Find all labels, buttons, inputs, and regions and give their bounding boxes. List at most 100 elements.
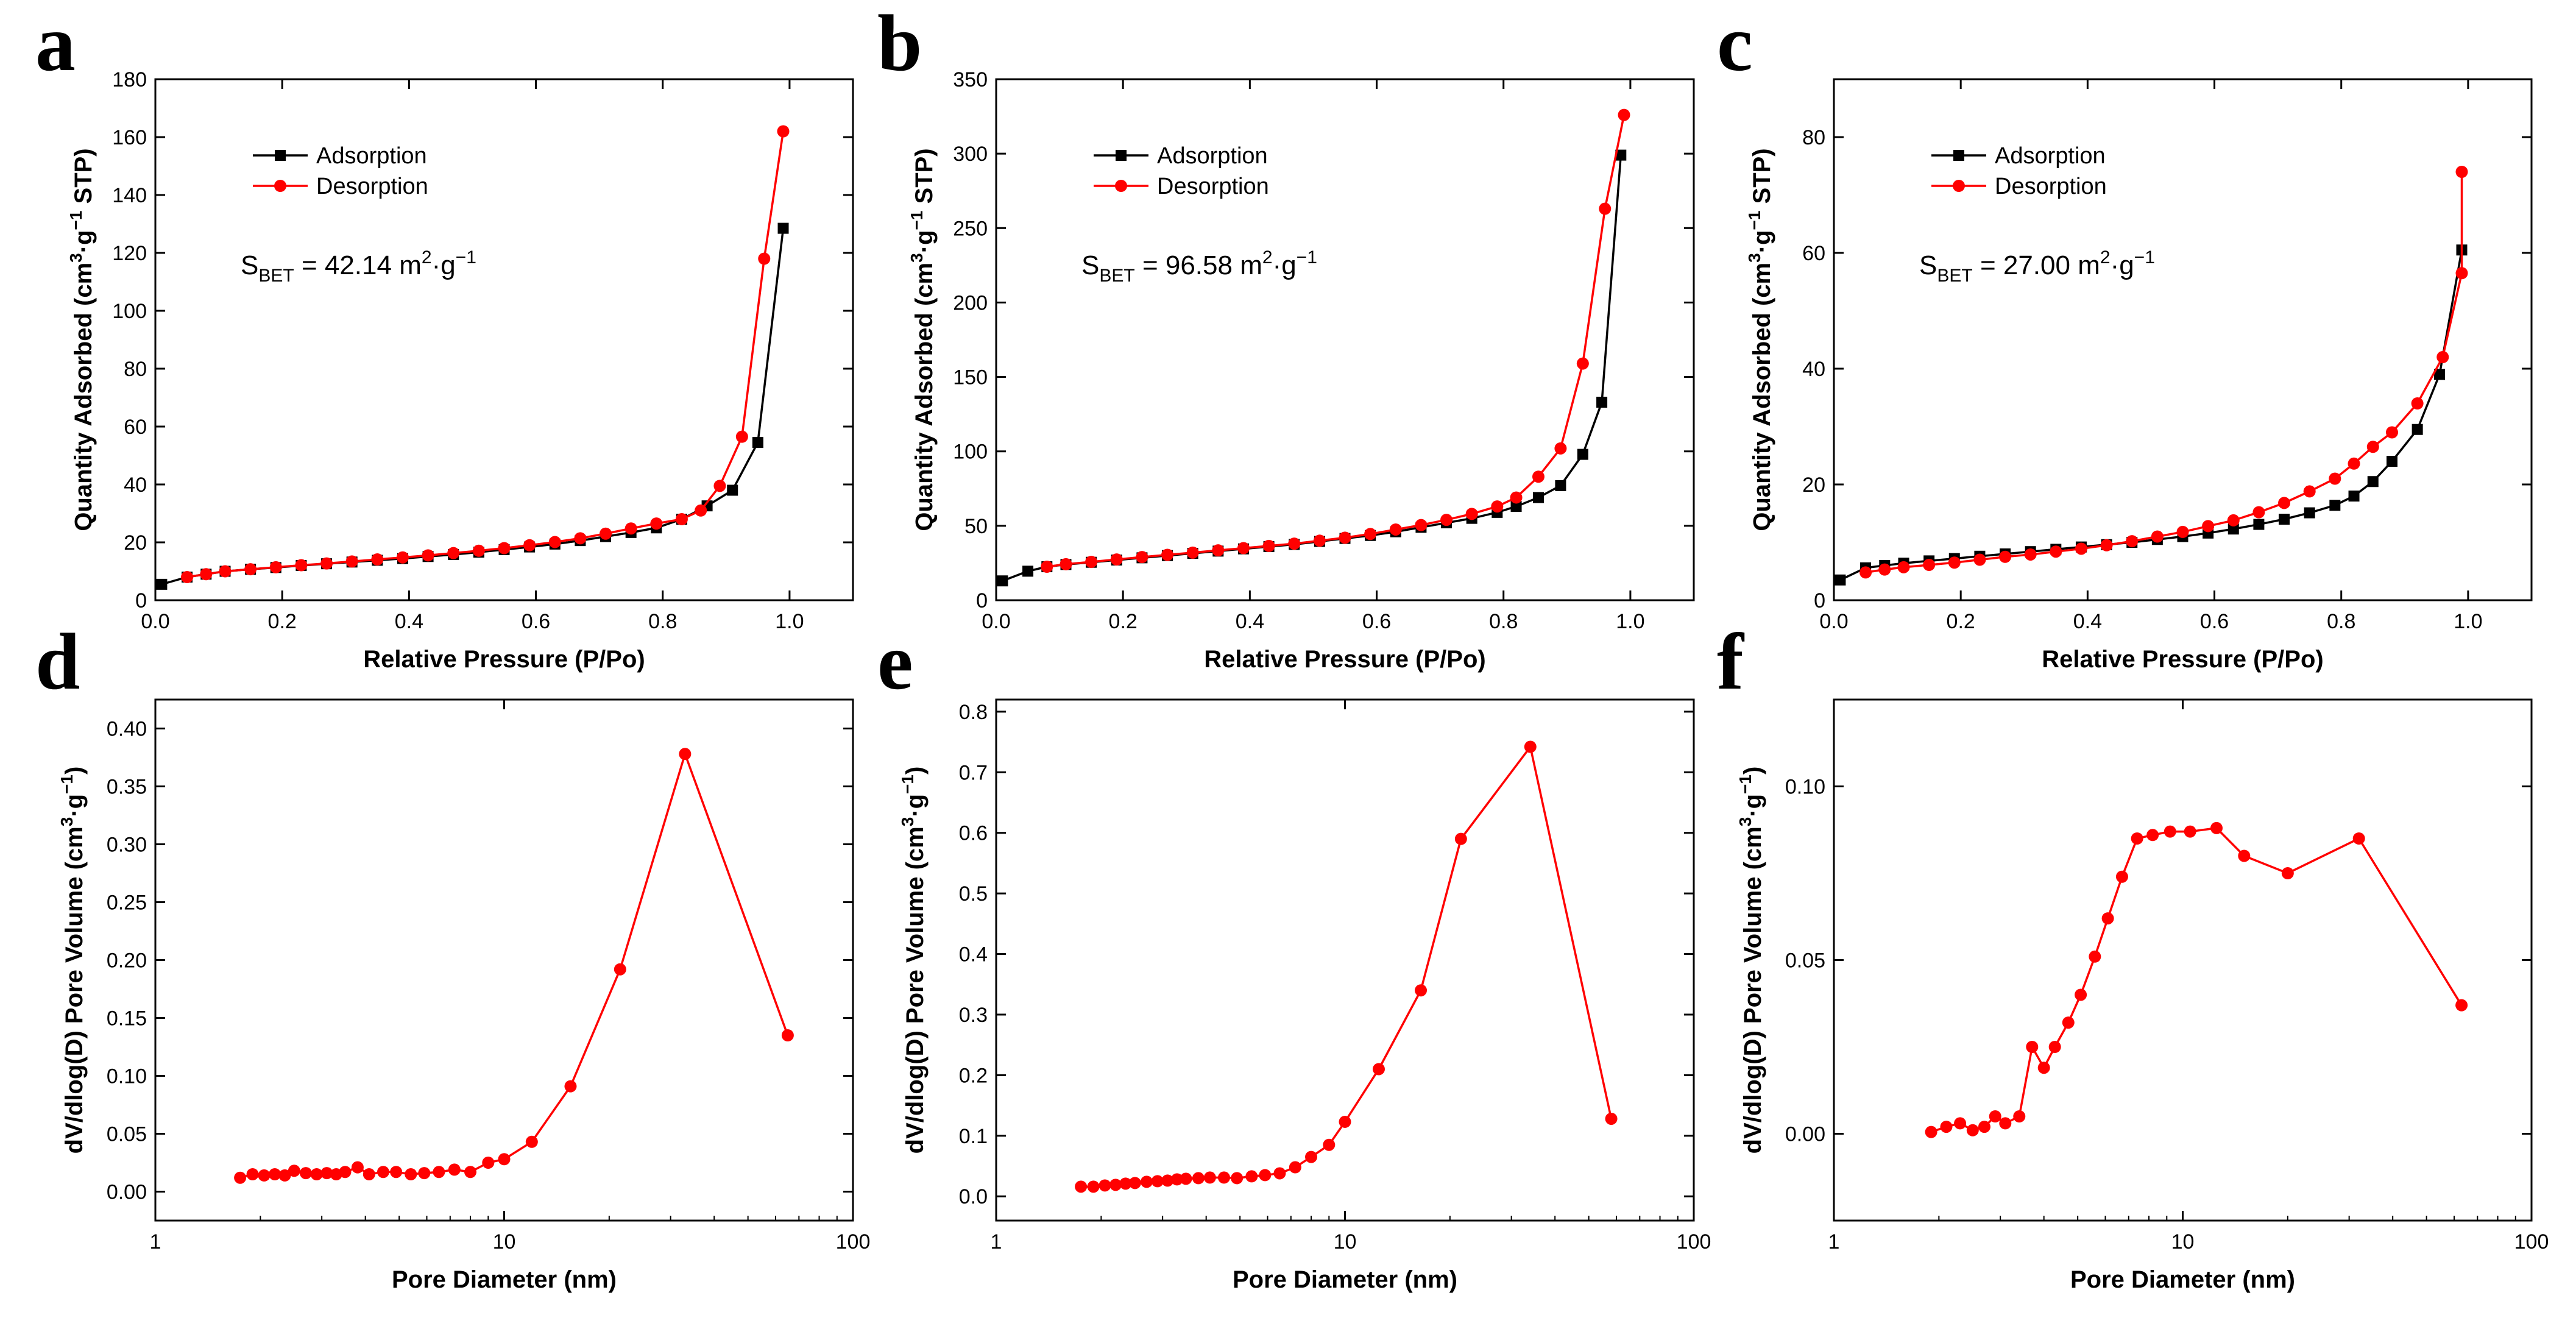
data-point-desorption [1878, 563, 1891, 576]
data-point-desorption [695, 504, 707, 517]
data-point-adsorption [997, 575, 1008, 587]
data-point-desorption [1262, 539, 1275, 552]
data-point-desorption [269, 561, 282, 573]
data-point-desorption [1897, 561, 1910, 573]
data-point [464, 1166, 477, 1179]
data-point [1119, 1177, 1132, 1190]
data-point-adsorption [1510, 501, 1522, 512]
data-point [246, 1168, 259, 1180]
x-axis-title: Relative Pressure (P/Po) [1204, 646, 1485, 673]
data-point-desorption [2075, 542, 2087, 555]
legend-marker-adsorption [1116, 150, 1127, 161]
data-point [2026, 1041, 2039, 1053]
legend-label: Desorption [1995, 174, 2107, 199]
y-tick-label: 0.2 [959, 1064, 988, 1087]
data-point [1323, 1138, 1336, 1151]
data-point [1245, 1170, 1258, 1183]
y-tick-label: 100 [953, 441, 988, 464]
y-axis-title: dV/dlog(D) Pore Volume (cm3·g−1) [898, 767, 929, 1154]
y-tick-label: 100 [112, 300, 147, 323]
data-point [1170, 1173, 1183, 1186]
data-point [1075, 1180, 1088, 1193]
x-tick-label: 1 [1828, 1230, 1840, 1253]
data-point-adsorption [2304, 507, 2315, 519]
x-tick-label: 0.0 [1819, 610, 1848, 633]
data-point [482, 1157, 495, 1169]
y-tick-label: 0.05 [107, 1123, 147, 1146]
series-line-desorption [1865, 272, 2463, 574]
data-point-adsorption [2367, 476, 2379, 488]
data-point-desorption [498, 542, 511, 555]
data-point [614, 963, 626, 976]
data-point-adsorption [1555, 480, 1566, 491]
legend-label: Adsorption [1157, 143, 1268, 169]
y-axis-title: Quantity Adsorbed (cm3·g−1 STP) [1745, 148, 1775, 531]
data-point-desorption [1415, 519, 1428, 531]
data-point-desorption [1576, 357, 1589, 370]
panel-letter-e: e [877, 617, 913, 706]
panel-b: b 0.0 0.2 0.4 0.6 0.8 1.0 0 50 100 150 200 250 300 350… [877, 0, 1695, 673]
data-point [234, 1171, 247, 1184]
x-tick-label: 0.6 [2200, 610, 2229, 633]
data-point-desorption [295, 559, 308, 572]
y-tick-label: 0.10 [107, 1065, 147, 1088]
legend-label: Desorption [316, 174, 428, 199]
data-point [418, 1167, 431, 1180]
data-point-adsorption [2348, 491, 2360, 502]
x-tick-label: 0.8 [2327, 610, 2355, 633]
data-point-desorption [422, 549, 434, 562]
data-point-desorption [1212, 544, 1225, 557]
data-point-adsorption [2279, 514, 2290, 525]
data-point [299, 1167, 312, 1180]
sbet-annotation: SBET = 27.00 m2·g−1 [1919, 247, 2155, 286]
y-axis-title: dV/dlog(D) Pore Volume (cm3·g−1) [57, 767, 88, 1154]
panel-letter-f: f [1717, 617, 1745, 706]
data-point-adsorption [1022, 566, 1034, 577]
data-point-desorption [371, 553, 384, 566]
data-point [2013, 1110, 2026, 1122]
y-tick-label: 0.40 [107, 718, 147, 741]
data-point [320, 1167, 333, 1180]
data-point-desorption [2366, 441, 2379, 453]
y-tick-label: 60 [1802, 242, 1825, 265]
data-point [339, 1166, 352, 1179]
data-point-adsorption [156, 578, 168, 590]
x-tick-label: 1 [991, 1230, 1002, 1253]
data-point [1259, 1169, 1272, 1182]
data-point [2075, 988, 2087, 1001]
data-point-desorption [1085, 555, 1098, 568]
x-axis-title: Relative Pressure (P/Po) [2042, 646, 2323, 673]
y-tick-label: 0.3 [959, 1004, 988, 1027]
data-point-desorption [2126, 535, 2139, 548]
x-tick-label: 0.2 [1947, 610, 1975, 633]
x-tick-label: 0.2 [268, 610, 297, 633]
data-point [1231, 1172, 1244, 1185]
data-point-desorption [2227, 514, 2240, 526]
data-point-desorption [574, 532, 587, 545]
data-point-desorption [2436, 351, 2449, 363]
data-point [2164, 825, 2176, 838]
data-point [1925, 1126, 1937, 1138]
data-point [1524, 740, 1537, 753]
data-point-desorption [1440, 514, 1453, 526]
data-point [1087, 1180, 1100, 1193]
plot-frame [154, 698, 854, 1222]
y-tick-label: 140 [112, 184, 147, 207]
y-tick-label: 20 [124, 531, 147, 555]
y-tick-label: 0 [1814, 589, 1825, 612]
y-tick-label: 350 [953, 68, 988, 91]
y-tick-label: 0.4 [959, 943, 988, 966]
data-point [405, 1168, 417, 1180]
plot-frame [1833, 698, 2533, 1222]
x-tick-label: 10 [2171, 1230, 2195, 1253]
data-point [1273, 1167, 1286, 1180]
data-point-desorption [625, 522, 637, 535]
data-point [525, 1135, 538, 1148]
plot-frame [154, 78, 854, 601]
x-axis-title: Pore Diameter (nm) [392, 1266, 617, 1293]
data-point [1989, 1110, 2001, 1122]
data-point-desorption [713, 480, 726, 492]
plot-frame [995, 78, 1695, 601]
y-tick-label: 0.30 [107, 834, 147, 857]
